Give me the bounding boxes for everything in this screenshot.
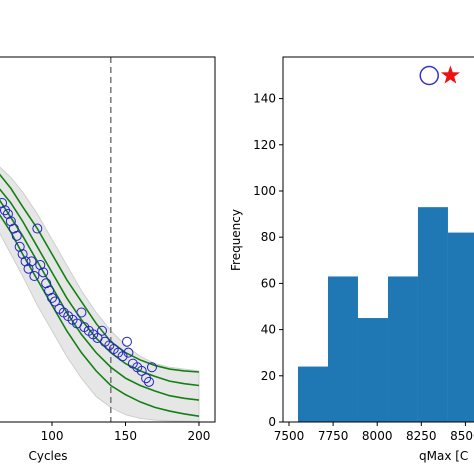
scatter-point <box>44 285 55 296</box>
scatter-point <box>11 230 22 241</box>
scatter-point <box>41 278 52 289</box>
scatter-point <box>0 198 8 208</box>
x-tick-label: 8250 <box>406 429 437 443</box>
line-series <box>0 173 200 373</box>
scatter-point <box>47 292 58 303</box>
x-axis-label: qMax [C <box>419 449 468 463</box>
x-tick-label: 200 <box>188 429 211 443</box>
y-tick-label: 60 <box>261 276 276 290</box>
scatter-point <box>20 256 31 267</box>
scatter-point <box>38 267 49 278</box>
line-series <box>0 199 200 401</box>
marker <box>440 65 460 84</box>
x-tick-label: 7500 <box>274 429 305 443</box>
y-tick-label: 140 <box>253 92 276 106</box>
scatter-point <box>29 271 40 281</box>
plot-area <box>0 57 200 422</box>
x-tick-label: 7750 <box>318 429 349 443</box>
y-tick-label: 0 <box>268 415 276 429</box>
x-tick-label: 8000 <box>362 429 393 443</box>
x-axis-label: Cycles <box>28 449 67 463</box>
scatter-point <box>136 365 147 376</box>
scatter-point <box>26 256 37 267</box>
scatter-point <box>23 263 34 274</box>
plot-area <box>297 65 474 422</box>
scatter-point <box>146 362 157 373</box>
scatter-point <box>14 241 25 252</box>
bar <box>387 276 418 422</box>
y-tick-label: 80 <box>261 230 276 244</box>
scatter-point <box>141 373 152 384</box>
y-axis-label: Frequency <box>229 209 243 271</box>
scatter-point <box>35 260 46 271</box>
scatter-point <box>123 347 134 358</box>
x-tick-label: 100 <box>41 429 64 443</box>
bar <box>357 318 388 422</box>
scatter-point <box>8 223 19 234</box>
confidence-band <box>0 166 200 422</box>
axes-frame <box>282 56 474 423</box>
bar <box>417 207 448 422</box>
scatter-point <box>117 351 128 362</box>
x-tick-label: 150 <box>114 429 137 443</box>
y-tick-label: 20 <box>261 369 276 383</box>
scatter-point <box>0 205 10 216</box>
bar <box>297 366 328 422</box>
marker <box>419 65 440 86</box>
scatter-point <box>32 223 43 234</box>
scatter-point <box>76 307 87 318</box>
y-tick-label: 40 <box>261 323 276 337</box>
bar <box>447 232 474 422</box>
y-tick-label: 120 <box>253 138 276 152</box>
scatter-point <box>2 208 13 219</box>
scatter-point <box>17 249 28 260</box>
y-tick-label: 100 <box>253 184 276 198</box>
axes-frame <box>0 56 216 423</box>
bar <box>327 276 358 422</box>
scatter-point <box>121 336 132 347</box>
scatter-point <box>49 296 60 307</box>
scatter-point <box>96 325 107 336</box>
scatter-point <box>5 216 16 227</box>
scatter-point <box>144 376 155 387</box>
